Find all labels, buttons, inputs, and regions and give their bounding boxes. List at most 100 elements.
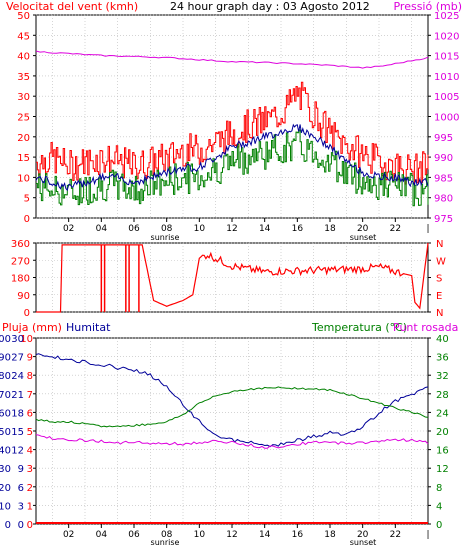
compass-tick-label: N [436, 239, 443, 250]
humidity-tick-label: 9 [18, 464, 24, 475]
dewpoint-line [35, 434, 429, 449]
direction-tick-label: 180 [11, 274, 30, 285]
humidity-tick-label: 15 [11, 427, 24, 438]
rain-tick-label: 8 [27, 371, 33, 382]
x-tick-label: 02 [63, 224, 74, 234]
temperature-tick-label: 8 [436, 483, 442, 494]
x-tick-label: 04 [96, 224, 108, 234]
rain-tick-label: 3 [27, 464, 33, 475]
compass-tick-label: W [436, 256, 446, 267]
temperature-tick-label: 0 [436, 520, 442, 531]
wind-avg-line [36, 129, 429, 207]
direction-tick-label: 270 [11, 256, 30, 267]
compass-tick-label: S [436, 274, 442, 285]
temperature-line [35, 386, 429, 428]
humidity-line [35, 353, 429, 448]
rain-tick-label: 5 [27, 427, 33, 438]
pressure-tick-label: 985 [434, 173, 453, 184]
pressure-tick-label: 1015 [434, 52, 459, 63]
rain-tick-label: 7 [27, 390, 33, 401]
temperature-tick-label: 16 [436, 446, 449, 457]
humidity-tick-label: 12 [11, 446, 24, 457]
wind-tick-label: 20 [17, 133, 30, 144]
wind-tick-label: 35 [17, 72, 30, 83]
dewpoint-title: Punt rosada [393, 321, 458, 334]
percent-tick-label: 10 [0, 501, 11, 512]
percent-tick-label: 0 [5, 520, 11, 531]
rain-tick-label: 9 [27, 353, 33, 364]
sunset-marker: sunset [350, 233, 377, 242]
pressure-tick-label: 975 [434, 214, 453, 225]
rain-tick-label: 0 [27, 520, 33, 531]
compass-tick-label: E [436, 291, 442, 302]
wind-tick-label: 5 [24, 194, 30, 205]
x-tick-label: 04 [96, 530, 108, 540]
humidity-title: Humitat [66, 321, 111, 334]
rain-tick-label: 2 [27, 483, 33, 494]
humidity-tick-label: 3 [18, 501, 24, 512]
rain-tick-label: 6 [27, 408, 33, 419]
x-tick-label: 16 [292, 530, 304, 540]
pressure-tick-label: 1020 [434, 31, 459, 42]
sunset-marker: sunset [350, 538, 377, 547]
x-tick-label: 20 [357, 224, 369, 234]
x-tick-label: 08 [161, 530, 173, 540]
temperature-title: Temperatura (°C) [311, 321, 407, 334]
x-tick-label: 10 [194, 530, 206, 540]
percent-tick-label: 100 [0, 334, 11, 345]
x-tick-label: 06 [128, 224, 140, 234]
rain-tick-label: 1 [27, 501, 33, 512]
rain-tick-label: 10 [20, 334, 33, 345]
humidity-tick-label: 30 [11, 334, 24, 345]
x-tick-label: 14 [259, 530, 271, 540]
wind-gust-line [36, 81, 429, 185]
humidity-tick-label: 6 [18, 483, 24, 494]
percent-tick-label: 70 [0, 390, 11, 401]
pressure-tick-label: 995 [434, 133, 453, 144]
temperature-tick-label: 12 [436, 464, 449, 475]
x-tick-label: 22 [390, 224, 401, 234]
x-tick-label: 16 [292, 224, 304, 234]
pressure-line [35, 50, 429, 69]
rain-title: Pluja (mm) [2, 321, 62, 334]
pressure-title: Pressió (mb) [393, 0, 462, 13]
percent-tick-label: 40 [0, 446, 11, 457]
x-tick-label: 12 [226, 530, 237, 540]
wind-tick-label: 40 [17, 52, 30, 63]
humidity-tick-label: 0 [18, 520, 24, 531]
direction-tick-label: 90 [17, 291, 30, 302]
compass-tick-label: N [436, 308, 443, 319]
wind-tick-label: 25 [17, 113, 30, 124]
wind-tick-label: 45 [17, 31, 30, 42]
chart-title: 24 hour graph day : 03 Agosto 2012 [170, 0, 370, 13]
pressure-tick-label: 1010 [434, 72, 459, 83]
percent-tick-label: 80 [0, 371, 11, 382]
pressure-tick-label: 980 [434, 194, 453, 205]
wind-tick-label: 30 [17, 92, 30, 103]
percent-tick-label: 30 [0, 464, 11, 475]
pressure-tick-label: 1000 [434, 113, 459, 124]
humidity-tick-label: 18 [11, 408, 24, 419]
x-tick-label: 12 [226, 224, 237, 234]
x-tick-label: 18 [324, 530, 336, 540]
x-tick-label: | [426, 530, 429, 540]
x-tick-label: | [426, 224, 429, 234]
temperature-tick-label: 36 [436, 353, 449, 364]
x-tick-label: 18 [324, 224, 336, 234]
wind-tick-label: 10 [17, 173, 30, 184]
percent-tick-label: 20 [0, 483, 11, 494]
wind-direction-line [36, 242, 429, 313]
pressure-tick-label: 990 [434, 153, 453, 164]
pressure-tick-label: 1025 [434, 11, 459, 22]
x-tick-label: 02 [63, 530, 74, 540]
temperature-tick-label: 24 [436, 408, 449, 419]
percent-tick-label: 60 [0, 408, 11, 419]
percent-tick-label: 50 [0, 427, 11, 438]
direction-tick-label: 0 [24, 308, 30, 319]
rain-tick-label: 4 [27, 446, 33, 457]
wind-tick-label: 50 [17, 11, 30, 22]
x-tick-label: 14 [259, 224, 271, 234]
temperature-tick-label: 32 [436, 371, 449, 382]
temperature-tick-label: 4 [436, 501, 442, 512]
